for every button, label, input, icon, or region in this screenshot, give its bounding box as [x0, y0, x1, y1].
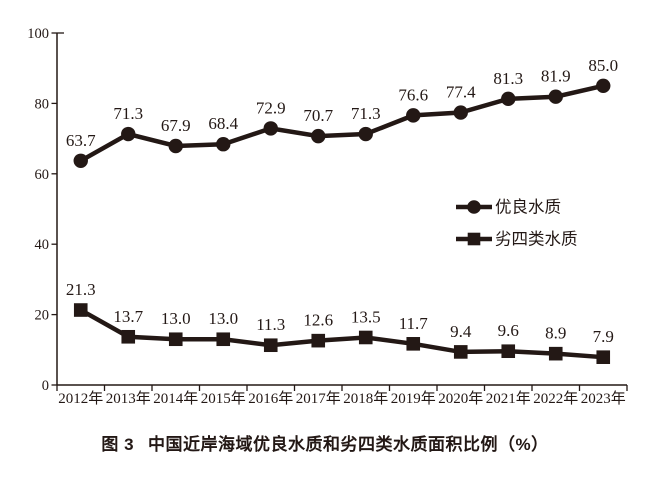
square-marker	[216, 332, 231, 347]
x-axis-label: 2012年	[58, 390, 103, 407]
data-label: 72.9	[256, 98, 286, 117]
data-label: 21.3	[66, 280, 96, 299]
data-label: 77.4	[446, 83, 476, 102]
legend-square-marker	[467, 232, 481, 246]
data-label: 81.9	[541, 67, 571, 86]
data-label: 9.6	[498, 321, 519, 340]
x-axis-label: 2018年	[343, 390, 388, 407]
circle-marker	[548, 89, 563, 104]
square-marker	[263, 338, 278, 353]
data-label: 9.4	[450, 322, 472, 341]
series-line	[79, 83, 604, 163]
square-marker	[358, 330, 373, 345]
data-label: 7.9	[593, 327, 614, 346]
series-line	[79, 308, 604, 360]
square-marker	[501, 344, 516, 359]
data-label: 13.0	[161, 309, 191, 328]
x-axis-label: 2019年	[391, 390, 436, 407]
legend-label: 优良水质	[495, 198, 561, 217]
y-tick-label: 100	[27, 26, 49, 42]
circle-marker	[311, 128, 326, 144]
data-label: 13.7	[113, 307, 143, 326]
data-label: 81.3	[493, 69, 523, 88]
x-axis-label: 2015年	[201, 390, 246, 407]
series-inferior: 21.3 13.7 13.0 13.0 11.3 12.6 13.5 11.7 9.4 9.6 8.…	[66, 280, 614, 364]
data-label: 85.0	[588, 56, 618, 75]
circle-marker	[453, 105, 468, 120]
circle-marker	[406, 108, 421, 123]
data-label: 68.4	[208, 114, 238, 133]
data-label: 63.7	[66, 131, 96, 150]
data-label: 11.3	[256, 315, 285, 334]
figure-caption: 图 3 中国近岸海域优良水质和劣四类水质面积比例（%）	[0, 430, 650, 455]
y-tick-label: 0	[42, 378, 49, 394]
legend-label: 劣四类水质	[495, 230, 578, 249]
figure-caption-number: 图 3	[101, 435, 135, 454]
circle-marker	[596, 78, 611, 94]
circle-marker	[216, 137, 231, 152]
legend-item: 劣四类水质	[456, 230, 578, 249]
data-label: 70.7	[303, 106, 333, 125]
data-label: 11.7	[399, 314, 429, 333]
legend-item: 优良水质	[456, 198, 561, 217]
data-label: 13.5	[351, 307, 381, 326]
x-axis-label: 2023年	[581, 390, 626, 407]
y-tick-label: 60	[35, 167, 50, 183]
square-marker	[548, 346, 563, 361]
square-marker	[73, 303, 88, 317]
circle-marker	[73, 153, 88, 168]
legend-circle-marker	[467, 200, 481, 214]
data-label: 76.6	[398, 85, 428, 104]
square-marker	[311, 333, 326, 348]
figure-caption-title: 中国近岸海域优良水质和劣四类水质面积比例（%）	[148, 435, 549, 454]
data-label: 13.0	[208, 309, 238, 328]
x-axis-label: 2022年	[533, 390, 578, 407]
circle-marker	[121, 126, 136, 142]
data-label: 12.6	[303, 311, 333, 330]
x-axis-label: 2016年	[248, 390, 293, 407]
circle-marker	[168, 138, 183, 154]
circle-marker	[358, 126, 373, 142]
data-label: 71.3	[351, 104, 381, 123]
x-axis-label: 2017年	[296, 390, 341, 407]
x-axis-label: 2014年	[153, 390, 198, 407]
data-label: 71.3	[113, 104, 143, 123]
circle-marker	[263, 121, 278, 136]
square-marker	[121, 329, 136, 344]
series-excellent: 63.7 71.3 67.9 68.4 72.9 70.7 71.3 76.6 77.4 81.3…	[66, 56, 618, 168]
square-marker	[453, 345, 468, 359]
square-marker	[596, 350, 611, 364]
circle-marker	[501, 91, 516, 107]
x-axis-label: 2021年	[486, 390, 531, 407]
x-axis-label: 2020年	[438, 390, 483, 407]
y-tick-label: 40	[35, 237, 50, 253]
y-tick-label: 20	[35, 308, 50, 324]
square-marker	[406, 337, 421, 351]
x-axis-label: 2013年	[106, 390, 151, 407]
square-marker	[168, 332, 183, 347]
y-tick-label: 80	[35, 96, 50, 112]
data-label: 67.9	[161, 116, 191, 135]
data-label: 8.9	[545, 324, 566, 343]
